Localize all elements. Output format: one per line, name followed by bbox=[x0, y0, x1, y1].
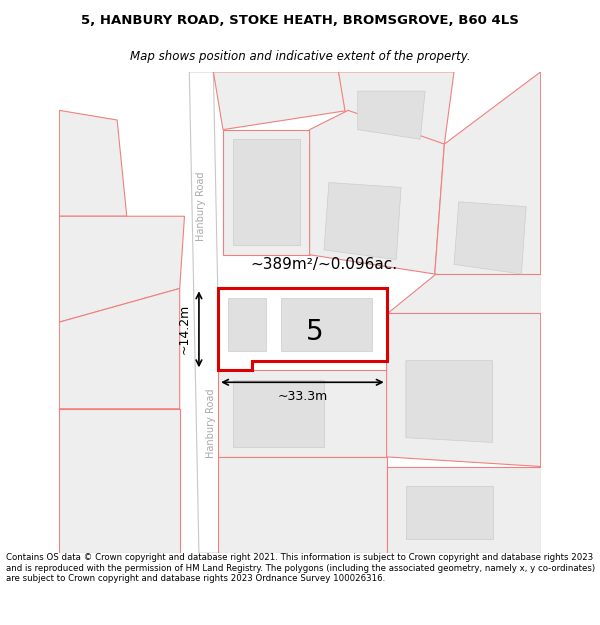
Text: ~14.2m: ~14.2m bbox=[178, 304, 191, 354]
Polygon shape bbox=[310, 111, 445, 274]
Polygon shape bbox=[386, 274, 541, 312]
Text: Contains OS data © Crown copyright and database right 2021. This information is : Contains OS data © Crown copyright and d… bbox=[6, 553, 595, 583]
Polygon shape bbox=[59, 289, 179, 409]
Polygon shape bbox=[218, 289, 386, 370]
Text: ~389m²/~0.096ac.: ~389m²/~0.096ac. bbox=[251, 257, 398, 272]
Polygon shape bbox=[386, 312, 541, 466]
Polygon shape bbox=[190, 72, 223, 553]
Polygon shape bbox=[59, 216, 185, 322]
Polygon shape bbox=[281, 298, 372, 351]
Text: 5: 5 bbox=[305, 318, 323, 346]
Polygon shape bbox=[228, 298, 266, 351]
Text: Map shows position and indicative extent of the property.: Map shows position and indicative extent… bbox=[130, 49, 470, 62]
Polygon shape bbox=[386, 466, 541, 553]
Polygon shape bbox=[324, 182, 401, 259]
Text: Hanbury Road: Hanbury Road bbox=[206, 388, 216, 458]
Text: Hanbury Road: Hanbury Road bbox=[196, 172, 206, 241]
Polygon shape bbox=[406, 361, 493, 442]
Text: ~33.3m: ~33.3m bbox=[277, 390, 328, 403]
Polygon shape bbox=[218, 457, 386, 553]
Polygon shape bbox=[454, 202, 526, 274]
Polygon shape bbox=[223, 129, 310, 255]
Polygon shape bbox=[59, 409, 179, 553]
Polygon shape bbox=[218, 370, 386, 457]
Polygon shape bbox=[214, 72, 348, 129]
Text: 5, HANBURY ROAD, STOKE HEATH, BROMSGROVE, B60 4LS: 5, HANBURY ROAD, STOKE HEATH, BROMSGROVE… bbox=[81, 14, 519, 27]
Polygon shape bbox=[406, 486, 493, 539]
Polygon shape bbox=[59, 111, 127, 216]
Polygon shape bbox=[233, 380, 324, 448]
Polygon shape bbox=[358, 91, 425, 139]
Polygon shape bbox=[435, 72, 541, 289]
Polygon shape bbox=[338, 72, 454, 144]
Polygon shape bbox=[233, 139, 300, 245]
